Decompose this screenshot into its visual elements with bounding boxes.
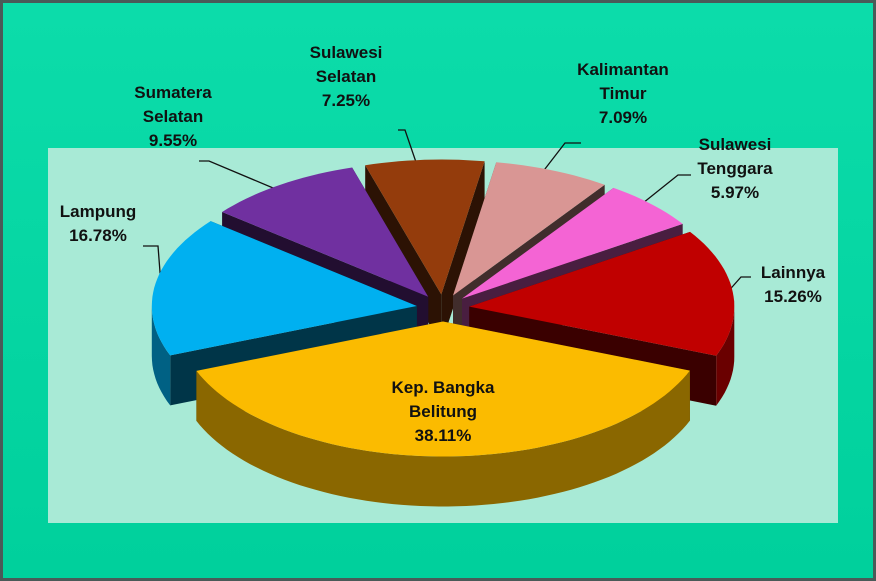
chart xyxy=(143,129,751,507)
value-label: 9.55% xyxy=(148,131,198,150)
slice xyxy=(222,167,429,297)
slice xyxy=(462,187,683,299)
data-label: Lainnya 15.26% xyxy=(748,261,838,309)
slice-wall xyxy=(151,306,171,406)
category-label: Sulawesi Tenggara xyxy=(697,135,773,178)
slice-side xyxy=(441,161,485,345)
slice xyxy=(151,221,417,356)
data-label: Lampung 16.78% xyxy=(48,200,148,248)
slice xyxy=(196,321,690,457)
value-label: 5.97% xyxy=(710,183,760,202)
category-label: Lampung xyxy=(59,202,137,221)
data-label: Sulawesi Selatan 7.25% xyxy=(301,41,391,113)
slice-wall xyxy=(716,306,735,406)
value-label: 15.26% xyxy=(764,287,822,306)
value-label: 7.25% xyxy=(321,91,371,110)
data-label: Sumatera Selatan 9.55% xyxy=(123,81,223,153)
data-label: Kalimantan Timur 7.09% xyxy=(567,58,679,130)
leader-line xyxy=(537,142,581,179)
slice xyxy=(365,159,485,295)
leader-line xyxy=(199,160,286,194)
leader-line xyxy=(398,129,419,169)
data-label: Sulawesi Tenggara 5.97% xyxy=(685,133,785,205)
leader-line xyxy=(143,245,162,286)
category-label: Sulawesi Selatan xyxy=(309,43,383,86)
category-label: Kep. Bangka Belitung xyxy=(391,378,495,421)
value-label: 16.78% xyxy=(69,226,127,245)
value-label: 7.09% xyxy=(598,108,648,127)
category-label: Sumatera Selatan xyxy=(134,83,212,126)
category-label: Kalimantan Timur xyxy=(577,60,669,103)
leader-line xyxy=(642,174,691,204)
data-label: Kep. Bangka Belitung 38.11% xyxy=(376,376,511,448)
slice-wall xyxy=(196,370,690,507)
slice xyxy=(469,231,735,356)
slice xyxy=(453,162,605,296)
value-label: 38.11% xyxy=(414,426,472,445)
category-label: Lainnya xyxy=(760,263,826,282)
